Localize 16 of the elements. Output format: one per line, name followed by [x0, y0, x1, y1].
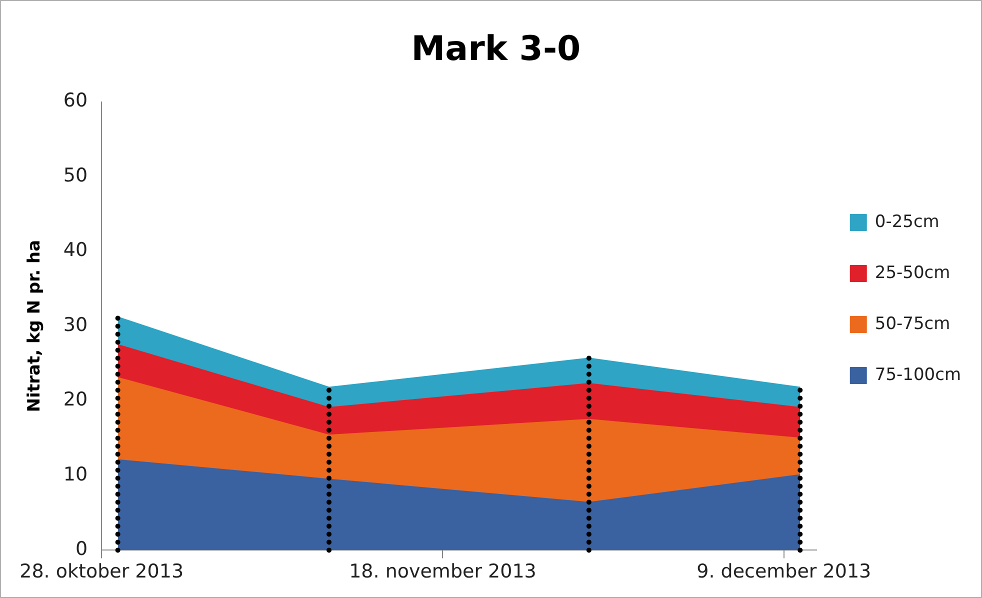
y-axis-title: Nitrat, kg N pr. ha — [24, 240, 45, 412]
x-tick-label: 9. december 2013 — [696, 560, 872, 583]
legend-label: 50-75cm — [874, 314, 950, 334]
legend-label: 25-50cm — [874, 262, 950, 283]
y-tick-label: 20 — [63, 388, 88, 411]
y-tick-label: 10 — [63, 463, 88, 486]
legend-label: 0-25cm — [874, 212, 940, 232]
chart-title: Mark 3-0 — [411, 29, 581, 70]
y-tick-label: 60 — [63, 90, 88, 112]
y-tick-label: 40 — [63, 239, 88, 262]
y-tick-label: 0 — [75, 538, 88, 560]
x-tick-label: 28. oktober 2013 — [20, 560, 184, 583]
y-tick-label: 50 — [63, 164, 88, 186]
legend-label: 75-100cm — [874, 364, 962, 385]
x-tick-label: 18. november 2013 — [349, 560, 536, 583]
y-tick-label: 30 — [63, 314, 88, 336]
